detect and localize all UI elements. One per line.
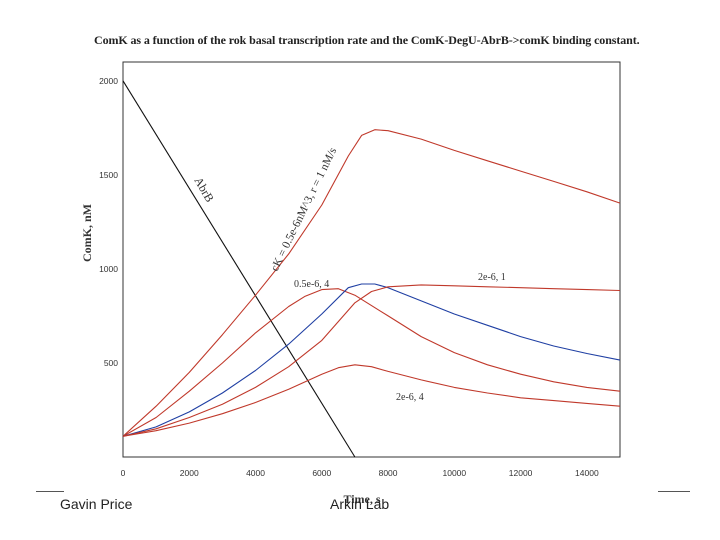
x-tick-label: 10000 <box>443 468 467 478</box>
footer-author: Gavin Price <box>60 496 133 512</box>
x-tick-label: 2000 <box>180 468 199 478</box>
footer-rule-left <box>36 491 64 492</box>
annotation-2e-6-1: 2e-6, 1 <box>478 272 506 283</box>
series-line-2e-6-1 <box>122 284 621 437</box>
series-group <box>122 80 621 458</box>
series-line-ck-0-5e-6nm-3-r-1-nm-s <box>122 129 621 437</box>
x-tick-label: 12000 <box>509 468 533 478</box>
annotation-abrb: AbrB <box>191 175 216 205</box>
series-line-blue <box>122 283 621 437</box>
chart-title: ComK as a function of the rok basal tran… <box>94 33 640 47</box>
x-axis-label: Time, s <box>343 492 380 506</box>
axis-ticks: 0 2000 4000 6000 8000 10000 12000 14000 500 1000 1… <box>99 76 599 478</box>
annotation-ck-0.5e-6-r-1: cK = 0.5e-6nM^3, r = 1 nM/s <box>269 145 340 273</box>
annotation-2e-6-4: 2e-6, 4 <box>396 392 424 403</box>
x-tick-label: 8000 <box>379 468 398 478</box>
y-tick-label: 2000 <box>99 76 118 86</box>
series-line-2e-6-4 <box>122 364 621 437</box>
x-tick-label: 14000 <box>575 468 599 478</box>
y-axis-label: ComK, nM <box>80 204 94 262</box>
y-tick-label: 1000 <box>99 264 118 274</box>
y-tick-label: 500 <box>104 358 118 368</box>
footer-lab: Arkin Lab <box>330 496 390 512</box>
x-tick-label: 0 <box>121 468 126 478</box>
x-tick-label: 6000 <box>312 468 331 478</box>
y-tick-label: 1500 <box>99 170 118 180</box>
x-tick-label: 4000 <box>246 468 265 478</box>
footer-rule-right <box>658 491 690 492</box>
annotation-0.5e-6-4: 0.5e-6, 4 <box>294 279 329 290</box>
plot-frame <box>122 61 621 458</box>
series-line-0-5e-6-4 <box>122 288 621 437</box>
series-line-abrb <box>122 80 356 458</box>
